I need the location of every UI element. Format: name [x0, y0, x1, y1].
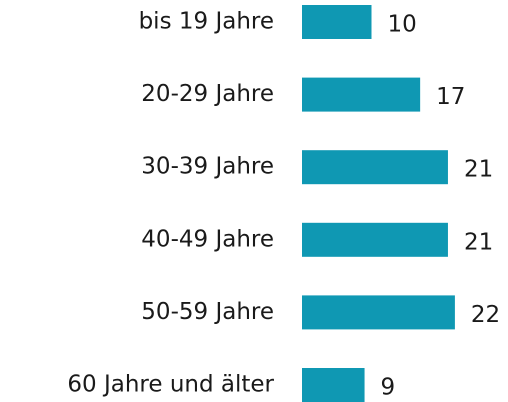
bar: [302, 368, 365, 402]
category-label: 60 Jahre und älter: [67, 372, 274, 398]
bar: [302, 295, 455, 330]
bar: [302, 222, 448, 257]
category-label: 30-39 Jahre: [141, 154, 274, 180]
bar: [302, 77, 421, 112]
bar: [302, 5, 372, 39]
category-label: 20-29 Jahre: [141, 81, 274, 107]
value-label: 22: [471, 302, 500, 328]
category-label: 40-49 Jahre: [141, 226, 274, 252]
value-label: 21: [464, 157, 493, 183]
value-label: 21: [464, 229, 493, 255]
value-label: 17: [436, 84, 465, 110]
value-label: 9: [381, 375, 396, 401]
value-label: 10: [388, 12, 417, 38]
bar: [302, 150, 448, 185]
category-label: bis 19 Jahre: [139, 9, 274, 35]
category-label: 50-59 Jahre: [141, 299, 274, 325]
